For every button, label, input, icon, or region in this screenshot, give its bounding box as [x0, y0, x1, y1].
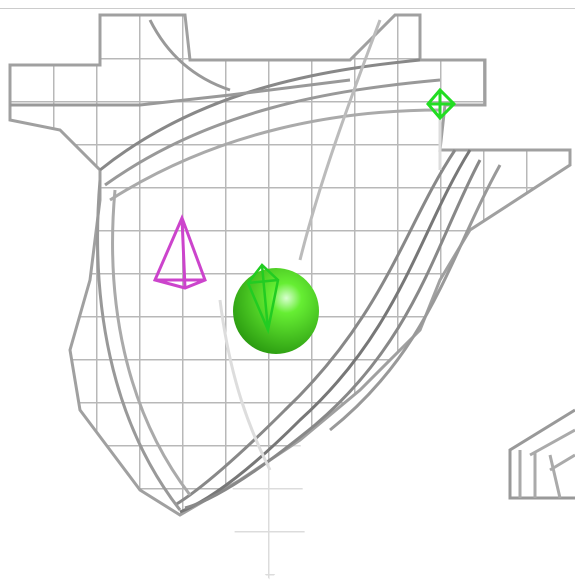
contour: [10, 78, 351, 107]
contour: [148, 19, 231, 92]
fragment-grid: [518, 428, 575, 499]
contour: [109, 108, 441, 202]
green-pyramid: [246, 263, 280, 335]
mesh-contours: [8, 13, 572, 517]
contour: [174, 149, 457, 507]
sphere: [233, 268, 319, 354]
top-bar: [0, 0, 575, 8]
diamond-edges: [426, 87, 457, 121]
contour: [99, 58, 421, 172]
contour: [104, 78, 441, 187]
contour: [179, 149, 472, 514]
contour: [184, 159, 482, 510]
magenta-pyramid: [152, 213, 207, 290]
contour: [298, 19, 382, 261]
pyramid-edges: [152, 213, 207, 290]
contour: [111, 189, 192, 496]
contour: [329, 164, 502, 432]
green-diamond: [426, 87, 457, 121]
pyramid-edges: [246, 263, 280, 335]
side-fragment: [508, 408, 575, 500]
fragment-edge: [508, 408, 575, 500]
contour: [96, 179, 182, 511]
contour: [218, 299, 272, 471]
